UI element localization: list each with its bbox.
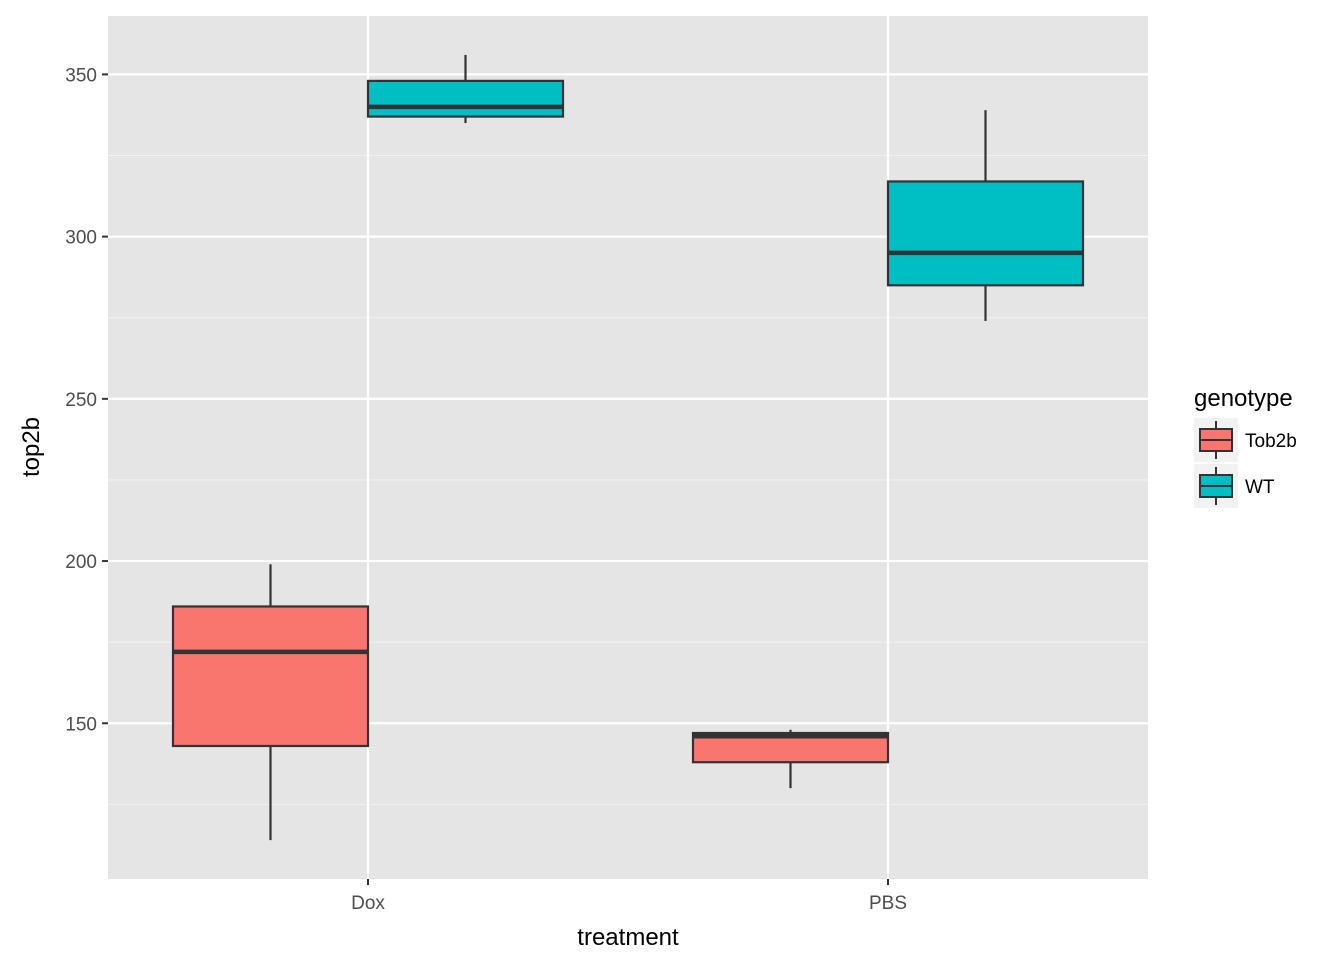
box-layer [171, 54, 1085, 841]
legend-label: Tob2b [1245, 431, 1297, 452]
box-body [171, 605, 370, 748]
box-WT-Dox [366, 54, 565, 124]
y-axis: 150 200 250 300 350 [65, 65, 108, 735]
legend-item-Tob2b: Tob2b [1194, 418, 1297, 462]
y-tick-label: 200 [65, 552, 97, 573]
legend-label: WT [1245, 477, 1275, 498]
legend-item-WT: WT [1194, 464, 1275, 508]
box-Tob2b-Dox [171, 564, 370, 841]
x-tick-label: PBS [869, 893, 907, 914]
box-body [886, 180, 1085, 287]
y-axis-title: top2b [18, 417, 45, 477]
y-tick-label: 250 [65, 390, 97, 411]
x-axis-title: treatment [577, 924, 679, 951]
x-axis: Dox PBS [351, 879, 907, 914]
legend-title: genotype [1194, 385, 1293, 412]
legend: genotype Tob2b WT [1194, 385, 1297, 508]
y-tick-label: 350 [65, 65, 97, 86]
box-body [366, 79, 565, 118]
y-tick-label: 300 [65, 228, 97, 249]
box-Tob2b-PBS [691, 729, 890, 789]
box-WT-PBS [886, 110, 1085, 321]
plot-panel [108, 16, 1148, 879]
y-tick-label: 150 [65, 714, 97, 735]
x-tick-label: Dox [351, 893, 385, 914]
